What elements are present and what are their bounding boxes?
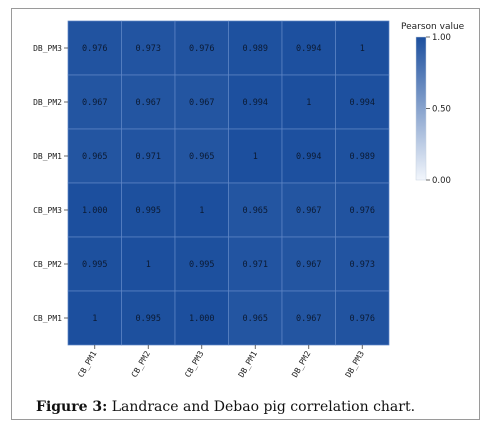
cell-value-label: 0.965: [189, 152, 215, 162]
y-tick-label: CB_PM1: [33, 314, 62, 323]
heatmap-cell: [335, 236, 390, 292]
heatmap-cell: [67, 182, 122, 238]
cell-value-label: 0.967: [135, 98, 161, 108]
legend-title: Pearson value: [401, 22, 465, 32]
cell-value-label: 0.994: [296, 152, 322, 162]
cell-value-label: 0.967: [296, 260, 322, 270]
correlation-heatmap: 0.976 0.973 0.976 0.989 0.994 1 0.967 0.967 0.96…: [33, 20, 465, 379]
cell-value-label: 0.995: [135, 206, 161, 216]
heatmap-cell: [121, 74, 176, 130]
legend-tick-label: 0.00: [432, 176, 451, 186]
y-tick-label: CB_PM3: [33, 206, 62, 215]
heatmap-cell: [335, 74, 390, 130]
legend-tick-label: 1.00: [432, 33, 451, 43]
heatmap-cell: [281, 236, 336, 292]
heatmap-cell: [281, 290, 336, 346]
cell-value-label: 1: [146, 260, 151, 270]
heatmap-cell: [228, 128, 283, 184]
heatmap-cell: [174, 236, 229, 292]
heatmap-cell: [281, 182, 336, 238]
heatmap-cell: [67, 290, 122, 346]
cell-value-label: 0.995: [135, 314, 161, 324]
heatmap-cell: [228, 182, 283, 238]
cell-value-label: 0.994: [349, 98, 375, 108]
cell-value-label: 0.967: [82, 98, 108, 108]
cell-value-label: 1: [253, 152, 258, 162]
heatmap-cell: [335, 20, 390, 76]
heatmap-cell: [121, 182, 176, 238]
y-tick-label: DB_PM1: [33, 152, 62, 161]
cell-value-label: 0.965: [242, 314, 268, 324]
heatmap-cell: [121, 20, 176, 76]
y-tick-label: CB_PM2: [33, 260, 62, 269]
x-tick-label: DB_PM3: [344, 349, 366, 379]
heatmap-cell: [228, 74, 283, 130]
heatmap-cell-labels: 0.976 0.973 0.976 0.989 0.994 1 0.967 0.967 0.96…: [82, 44, 375, 324]
legend-tick-label: 0.50: [432, 105, 451, 115]
color-legend: Pearson value 1.00 0.50 0.00: [401, 22, 465, 186]
cell-value-label: 0.976: [349, 314, 375, 324]
heatmap-cell: [121, 128, 176, 184]
x-tick-label: CB_PM1: [76, 349, 98, 379]
heatmap-cell: [281, 128, 336, 184]
cell-value-label: 1: [360, 44, 365, 54]
y-axis: DB_PM3 DB_PM2 DB_PM1 CB_PM3 CB_PM2 CB_PM1: [33, 44, 68, 323]
cell-value-label: 1.000: [82, 206, 108, 216]
cell-value-label: 0.995: [189, 260, 215, 270]
cell-value-label: 0.967: [189, 98, 215, 108]
cell-value-label: 0.965: [242, 206, 268, 216]
heatmap-cell: [228, 236, 283, 292]
x-tick-label: DB_PM1: [237, 349, 259, 379]
cell-value-label: 0.973: [135, 44, 161, 54]
cell-value-label: 1: [306, 98, 311, 108]
heatmap-cell: [228, 20, 283, 76]
heatmap-cell: [335, 182, 390, 238]
caption-label: Figure 3:: [36, 399, 108, 415]
cell-value-label: 1: [199, 206, 204, 216]
x-tick-label: CB_PM3: [183, 349, 205, 379]
cell-value-label: 0.965: [82, 152, 108, 162]
cell-value-label: 0.976: [349, 206, 375, 216]
cell-value-label: 0.989: [242, 44, 268, 54]
cell-value-label: 1.000: [189, 314, 215, 324]
heatmap-cell: [335, 128, 390, 184]
cell-value-label: 0.971: [135, 152, 161, 162]
x-axis: CB_PM1 CB_PM2 CB_PM3 DB_PM1 DB_PM2 DB_PM3: [76, 345, 366, 379]
heatmap-cell: [67, 20, 122, 76]
cell-value-label: 0.994: [242, 98, 268, 108]
heatmap-cell: [335, 290, 390, 346]
caption-text: Landrace and Debao pig correlation chart…: [107, 399, 416, 415]
heatmap-cell: [67, 236, 122, 292]
y-tick-label: DB_PM3: [33, 44, 62, 53]
cell-value-label: 0.994: [296, 44, 322, 54]
figure-frame: 0.976 0.973 0.976 0.989 0.994 1 0.967 0.967 0.96…: [11, 8, 480, 420]
cell-value-label: 0.971: [242, 260, 268, 270]
cell-value-label: 1: [92, 314, 97, 324]
heatmap-cell: [67, 128, 122, 184]
cell-value-label: 0.976: [189, 44, 215, 54]
cell-value-label: 0.995: [82, 260, 108, 270]
cell-value-label: 0.967: [296, 206, 322, 216]
cell-value-label: 0.973: [349, 260, 375, 270]
cell-value-label: 0.967: [296, 314, 322, 324]
cell-value-label: 0.989: [349, 152, 375, 162]
heatmap-cell: [174, 182, 229, 238]
heatmap-cell: [281, 20, 336, 76]
heatmap-cell: [174, 20, 229, 76]
cell-value-label: 0.976: [82, 44, 108, 54]
x-tick-label: DB_PM2: [290, 349, 312, 379]
x-tick-label: CB_PM2: [130, 349, 152, 379]
legend-colorbar: [415, 36, 427, 181]
figure-caption: Figure 3: Landrace and Debao pig correla…: [36, 399, 415, 415]
heatmap-cells: [67, 20, 390, 346]
y-tick-label: DB_PM2: [33, 98, 62, 107]
